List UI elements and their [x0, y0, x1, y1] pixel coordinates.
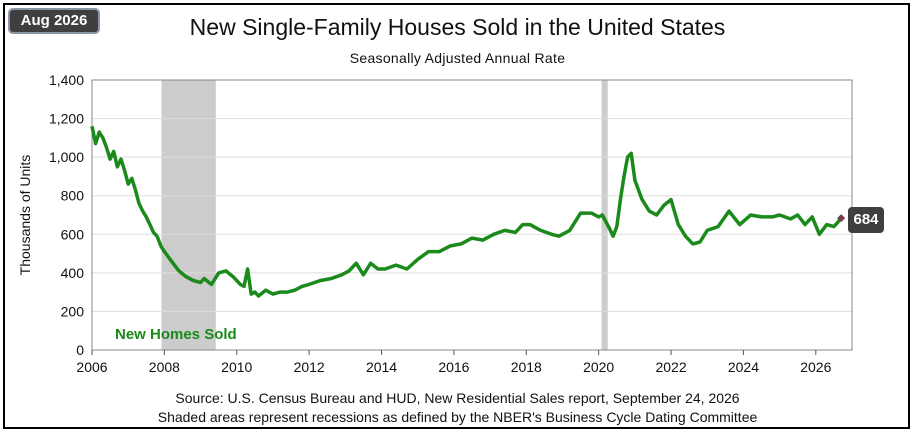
chart-subtitle: Seasonally Adjusted Annual Rate: [349, 50, 566, 66]
x-tick-label: 2012: [294, 359, 325, 375]
last-value-marker: [837, 214, 846, 223]
chart-title: New Single-Family Houses Sold in the Uni…: [189, 14, 726, 40]
series-label: New Homes Sold: [115, 326, 237, 343]
y-tick-label: 0: [76, 342, 84, 358]
x-tick-label: 2026: [800, 359, 831, 375]
x-tick-label: 2008: [149, 359, 180, 375]
y-tick-label: 200: [61, 303, 85, 319]
y-tick-label: 400: [61, 265, 85, 281]
y-tick-labels: 0 200 400 600 800 1,000 1,200 1,400: [49, 72, 84, 358]
x-tick-label: 2020: [583, 359, 614, 375]
recession-note: Shaded areas represent recessions as def…: [157, 409, 758, 425]
x-tick-label: 2024: [728, 359, 759, 375]
recession-bands: [161, 80, 608, 350]
series-line-new-homes-sold: [90, 125, 843, 298]
recession-band-1: [601, 80, 608, 350]
y-axis-label: Thousands of Units: [17, 155, 33, 276]
x-tick-label: 2014: [366, 359, 397, 375]
x-tick-label: 2010: [221, 359, 252, 375]
recession-band-0: [161, 80, 216, 350]
x-tick-label: 2006: [76, 359, 107, 375]
last-value-badge: 684: [848, 207, 884, 233]
y-tick-label: 800: [61, 188, 85, 204]
source-note: Source: U.S. Census Bureau and HUD, New …: [175, 390, 740, 406]
y-tick-label: 600: [61, 226, 85, 242]
x-tick-label: 2018: [511, 359, 542, 375]
x-tick-label: 2022: [655, 359, 686, 375]
x-tick-label: 2016: [438, 359, 469, 375]
y-tick-label: 1,400: [49, 72, 84, 88]
y-tick-label: 1,200: [49, 111, 84, 127]
y-tick-label: 1,000: [49, 149, 84, 165]
date-badge: Aug 2026: [8, 8, 100, 34]
x-tick-labels: 2006 2008 2010 2012 2014 2016 2018 2020 2022 2024…: [76, 350, 832, 375]
